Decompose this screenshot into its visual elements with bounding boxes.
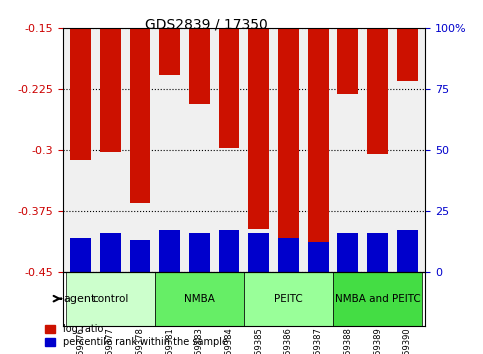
Bar [219, 230, 240, 272]
Bar [129, 28, 150, 203]
Legend: log ratio, percentile rank within the sample: log ratio, percentile rank within the sa… [43, 322, 230, 349]
Bar [248, 233, 269, 272]
Bar [100, 233, 121, 272]
Bar [367, 28, 388, 154]
Bar [219, 28, 240, 148]
Text: GDS2839 / 17350: GDS2839 / 17350 [145, 18, 268, 32]
Bar [189, 28, 210, 104]
Bar [338, 233, 358, 272]
Bar [338, 28, 358, 94]
Bar [397, 28, 418, 81]
Bar [308, 28, 328, 259]
Bar [70, 28, 91, 160]
Bar [248, 28, 269, 229]
FancyBboxPatch shape [333, 272, 422, 326]
Bar [308, 242, 328, 272]
FancyBboxPatch shape [155, 272, 244, 326]
Bar [189, 233, 210, 272]
Bar [397, 230, 418, 272]
Bar [278, 28, 299, 254]
Bar [129, 240, 150, 272]
Bar [70, 238, 91, 272]
Text: NMBA: NMBA [184, 294, 215, 304]
Text: PEITC: PEITC [274, 294, 303, 304]
Text: agent: agent [63, 294, 96, 304]
Bar [367, 233, 388, 272]
FancyBboxPatch shape [244, 272, 333, 326]
Bar [159, 230, 180, 272]
Text: NMBA and PEITC: NMBA and PEITC [335, 294, 420, 304]
Bar [159, 28, 180, 75]
Bar [278, 238, 299, 272]
FancyBboxPatch shape [66, 272, 155, 326]
Text: control: control [92, 294, 128, 304]
Bar [100, 28, 121, 152]
